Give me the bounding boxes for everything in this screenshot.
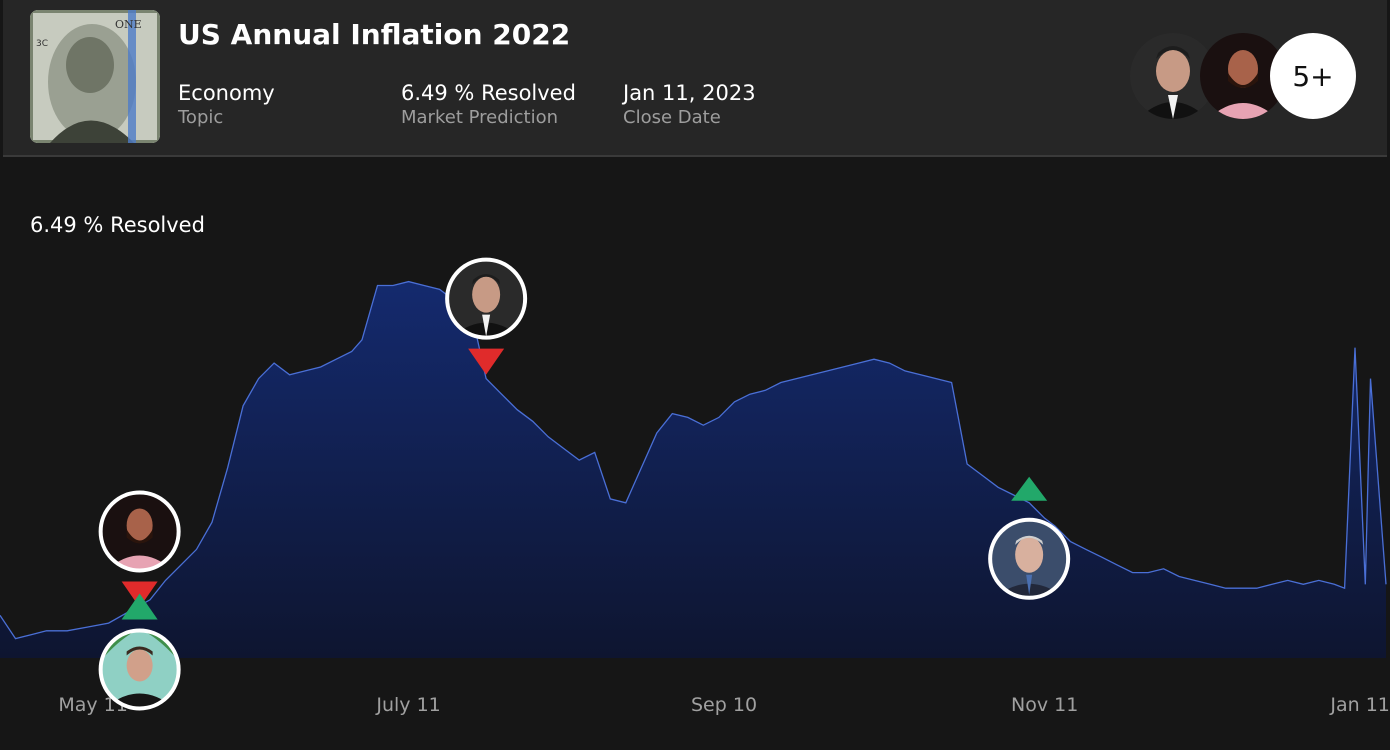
prediction-block: 6.49 % Resolved Market Prediction bbox=[401, 80, 576, 130]
topic-value: Economy bbox=[178, 81, 275, 105]
chart-title: 6.49 % Resolved bbox=[30, 213, 205, 237]
buy-triangle-icon bbox=[1011, 476, 1048, 501]
x-tick-label: May 11 bbox=[58, 694, 128, 716]
man-dark-suit-avatar[interactable] bbox=[445, 257, 528, 340]
chart-series-line bbox=[0, 280, 1387, 640]
trade-marker-buy[interactable] bbox=[988, 476, 1071, 600]
participant-avatar-1[interactable] bbox=[1130, 33, 1216, 119]
trade-marker-sell[interactable] bbox=[98, 490, 181, 608]
buy-triangle-icon bbox=[121, 593, 158, 620]
trade-marker-sell[interactable] bbox=[445, 257, 528, 375]
market-thumbnail[interactable]: ONE 3C bbox=[30, 10, 160, 143]
price-area-chart: May 11 July 11 Sep 10 Nov 11 Jan 11 bbox=[0, 257, 1390, 716]
participants-stack[interactable]: 5+ bbox=[1130, 33, 1360, 123]
market-header: ONE 3C US Annual Inflation 2022 Economy … bbox=[3, 0, 1387, 157]
chart-area-fill bbox=[0, 281, 1386, 658]
prediction-value: 6.49 % Resolved bbox=[401, 81, 576, 105]
close-date-block: Jan 11, 2023 Close Date bbox=[623, 80, 756, 130]
man-dark-suit-avatar bbox=[1130, 33, 1216, 119]
close-date-value: Jan 11, 2023 bbox=[623, 81, 756, 105]
hundred-dollar-bill-image: ONE 3C bbox=[30, 10, 160, 143]
x-tick-label: Nov 11 bbox=[1011, 694, 1078, 716]
sell-triangle-icon bbox=[468, 348, 505, 375]
man-black-shirt-palm-trees-avatar[interactable] bbox=[98, 628, 181, 711]
topic-label: Topic bbox=[178, 107, 224, 128]
prediction-label: Market Prediction bbox=[401, 107, 559, 128]
trade-marker-buy[interactable] bbox=[98, 593, 181, 711]
svg-text:3C: 3C bbox=[36, 39, 48, 49]
svg-text:ONE: ONE bbox=[115, 18, 142, 31]
topic-block: Economy Topic bbox=[178, 80, 275, 130]
more-participants-badge[interactable]: 5+ bbox=[1270, 33, 1356, 119]
x-tick-label: July 11 bbox=[375, 694, 440, 716]
x-tick-label: Sep 10 bbox=[691, 694, 757, 716]
man-beard-pink-shirt-avatar[interactable] bbox=[98, 490, 181, 573]
close-date-label: Close Date bbox=[623, 107, 721, 128]
x-tick-label: Jan 11 bbox=[1329, 694, 1390, 716]
man-grey-hair-tie-avatar[interactable] bbox=[988, 517, 1071, 600]
market-title: US Annual Inflation 2022 bbox=[178, 18, 571, 51]
